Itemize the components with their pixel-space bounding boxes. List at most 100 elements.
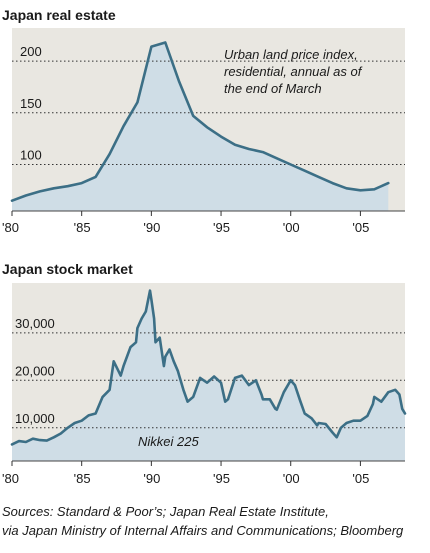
x-tick-label: '00 — [283, 220, 300, 235]
data-point — [345, 187, 348, 189]
data-point — [325, 423, 327, 425]
data-point — [173, 360, 175, 362]
x-tick-label: '80 — [2, 471, 19, 486]
data-point — [141, 318, 143, 320]
data-point — [178, 81, 180, 83]
data-point — [122, 125, 125, 127]
data-point — [192, 115, 194, 117]
data-point — [345, 422, 348, 424]
data-point — [336, 436, 338, 438]
series-line — [10, 41, 390, 202]
data-point — [299, 401, 302, 403]
data-point — [120, 375, 122, 377]
data-point — [331, 182, 334, 184]
data-point — [352, 420, 354, 422]
x-tick-label: '90 — [143, 220, 160, 235]
x-tick-label: '90 — [143, 471, 160, 486]
data-point — [220, 382, 222, 384]
data-point — [154, 341, 157, 343]
data-point — [182, 389, 184, 391]
sources-note: Sources: Standard & Poor’s; Japan Real E… — [2, 502, 430, 540]
data-point — [213, 375, 215, 378]
data-point — [398, 393, 400, 396]
data-point — [227, 398, 229, 400]
data-point — [340, 427, 342, 429]
data-point — [177, 370, 179, 372]
series-label: Nikkei 225 — [138, 434, 199, 449]
data-point — [290, 163, 292, 166]
data-point — [113, 360, 115, 362]
data-point — [102, 396, 104, 398]
data-point — [276, 157, 278, 159]
data-point — [199, 377, 201, 379]
data-point — [136, 327, 138, 329]
chart-annotation: residential, annual as of — [224, 64, 363, 79]
data-point — [401, 408, 403, 410]
data-point — [163, 365, 165, 367]
data-point — [164, 356, 166, 358]
data-point — [220, 136, 222, 138]
data-point — [46, 440, 48, 442]
data-point — [262, 398, 264, 400]
data-point — [32, 438, 34, 440]
series-area — [12, 42, 389, 211]
x-tick-label: '05 — [352, 220, 369, 235]
data-point — [168, 348, 171, 351]
data-point — [192, 396, 194, 398]
data-point — [39, 439, 41, 441]
data-point — [373, 188, 375, 190]
data-point — [262, 151, 264, 153]
y-tick-label: 200 — [20, 44, 42, 59]
data-point — [359, 420, 361, 422]
series-area — [12, 290, 405, 461]
data-point — [276, 409, 278, 411]
data-point — [81, 420, 83, 422]
data-point — [318, 422, 320, 424]
data-point — [318, 176, 320, 178]
data-point — [373, 396, 375, 398]
data-point — [149, 290, 151, 292]
data-point — [234, 144, 236, 146]
data-point — [18, 440, 20, 442]
x-tick-label: '05 — [352, 471, 369, 486]
data-point — [290, 379, 292, 381]
data-point — [129, 346, 132, 348]
data-point — [178, 375, 180, 377]
data-point — [248, 148, 250, 150]
charts-svg: Japan real estate 100 150 200 '80 '85 '90 '95 '0… — [2, 7, 407, 486]
data-point — [206, 382, 208, 384]
data-point — [366, 415, 368, 417]
data-point — [81, 182, 83, 184]
y-tick-label: 150 — [20, 96, 42, 111]
series-line — [10, 289, 407, 446]
data-point — [11, 443, 13, 445]
data-point — [25, 441, 27, 443]
data-point — [88, 414, 90, 416]
data-point — [187, 401, 189, 403]
data-point — [135, 341, 137, 343]
data-point — [67, 427, 69, 429]
data-point — [109, 153, 111, 155]
data-point — [60, 432, 62, 435]
data-point — [159, 337, 161, 339]
x-tick-label: '80 — [2, 220, 19, 235]
data-point — [53, 187, 55, 189]
data-point — [122, 365, 125, 367]
data-point — [255, 379, 257, 381]
data-point — [331, 431, 334, 434]
chart-annotation: Urban land price index, — [224, 47, 358, 62]
data-point — [274, 408, 276, 410]
data-point — [11, 200, 13, 202]
data-point — [311, 417, 313, 419]
x-tick-label: '85 — [74, 220, 91, 235]
data-point — [316, 424, 318, 426]
sources-line: via Japan Ministry of Internal Affairs a… — [2, 523, 404, 538]
data-point — [150, 46, 152, 48]
data-point — [387, 391, 389, 393]
data-point — [304, 170, 306, 172]
data-point — [359, 189, 361, 191]
data-point — [95, 176, 97, 178]
data-point — [67, 185, 69, 187]
chart-title: Japan real estate — [2, 7, 116, 23]
data-point — [380, 401, 382, 403]
